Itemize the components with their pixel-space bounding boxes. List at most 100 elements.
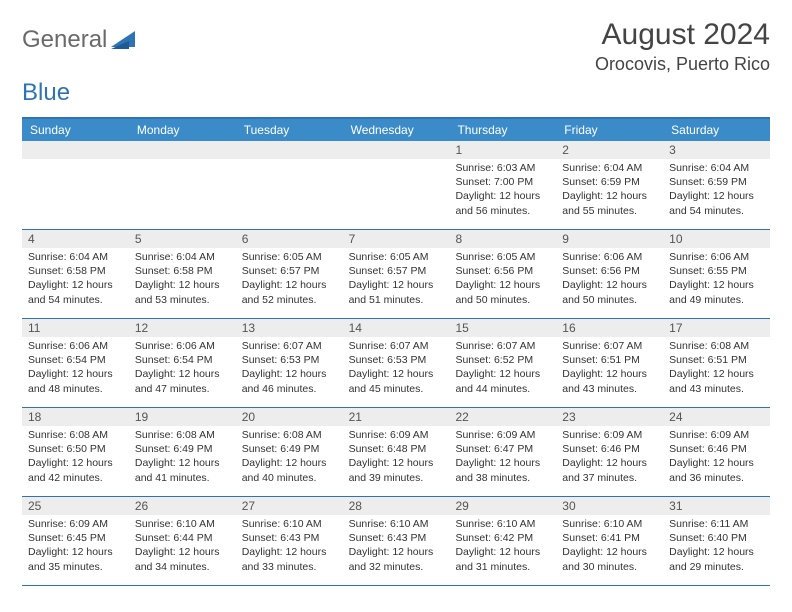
day-number: 30 — [556, 497, 663, 515]
daylight-text: Daylight: 12 hours and 50 minutes. — [455, 278, 550, 306]
day-number: 25 — [22, 497, 129, 515]
daylight-text: Daylight: 12 hours and 32 minutes. — [349, 545, 444, 573]
sunset-text: Sunset: 6:56 PM — [562, 264, 657, 278]
sunset-text: Sunset: 6:57 PM — [242, 264, 337, 278]
sunrise-text: Sunrise: 6:09 AM — [349, 428, 444, 442]
daylight-text: Daylight: 12 hours and 29 minutes. — [669, 545, 764, 573]
day-cell — [129, 141, 236, 229]
day-content: Sunrise: 6:06 AMSunset: 6:54 PMDaylight:… — [129, 337, 236, 407]
sunset-text: Sunset: 6:57 PM — [349, 264, 444, 278]
sunset-text: Sunset: 6:49 PM — [135, 442, 230, 456]
sunset-text: Sunset: 6:53 PM — [349, 353, 444, 367]
day-content: Sunrise: 6:09 AMSunset: 6:45 PMDaylight:… — [22, 515, 129, 585]
day-number: 23 — [556, 408, 663, 426]
logo-text-blue: Blue — [22, 79, 70, 107]
day-cell — [22, 141, 129, 229]
sunset-text: Sunset: 6:58 PM — [28, 264, 123, 278]
day-content: Sunrise: 6:10 AMSunset: 6:41 PMDaylight:… — [556, 515, 663, 585]
day-number: 3 — [663, 141, 770, 159]
day-content: Sunrise: 6:07 AMSunset: 6:53 PMDaylight:… — [236, 337, 343, 407]
day-content: Sunrise: 6:05 AMSunset: 6:57 PMDaylight:… — [343, 248, 450, 318]
sunset-text: Sunset: 6:54 PM — [135, 353, 230, 367]
day-number: 1 — [449, 141, 556, 159]
logo-second-line: Blue — [22, 79, 770, 107]
day-content: Sunrise: 6:06 AMSunset: 6:56 PMDaylight:… — [556, 248, 663, 318]
day-header-tue: Tuesday — [236, 119, 343, 141]
sunset-text: Sunset: 6:54 PM — [28, 353, 123, 367]
day-header-sun: Sunday — [22, 119, 129, 141]
day-content: Sunrise: 6:04 AMSunset: 6:59 PMDaylight:… — [556, 159, 663, 229]
day-content: Sunrise: 6:06 AMSunset: 6:54 PMDaylight:… — [22, 337, 129, 407]
sunset-text: Sunset: 6:58 PM — [135, 264, 230, 278]
brand-logo: General — [22, 26, 139, 54]
daylight-text: Daylight: 12 hours and 44 minutes. — [455, 367, 550, 395]
day-cell: 16Sunrise: 6:07 AMSunset: 6:51 PMDayligh… — [556, 319, 663, 407]
daylight-text: Daylight: 12 hours and 53 minutes. — [135, 278, 230, 306]
day-cell: 17Sunrise: 6:08 AMSunset: 6:51 PMDayligh… — [663, 319, 770, 407]
daylight-text: Daylight: 12 hours and 34 minutes. — [135, 545, 230, 573]
sunrise-text: Sunrise: 6:09 AM — [455, 428, 550, 442]
sunset-text: Sunset: 6:44 PM — [135, 531, 230, 545]
day-header-mon: Monday — [129, 119, 236, 141]
day-content: Sunrise: 6:10 AMSunset: 6:43 PMDaylight:… — [236, 515, 343, 585]
sunrise-text: Sunrise: 6:09 AM — [28, 517, 123, 531]
sunset-text: Sunset: 6:48 PM — [349, 442, 444, 456]
sunrise-text: Sunrise: 6:04 AM — [562, 161, 657, 175]
day-number: 22 — [449, 408, 556, 426]
day-content: Sunrise: 6:07 AMSunset: 6:51 PMDaylight:… — [556, 337, 663, 407]
page-header: General August 2024 Orocovis, Puerto Ric… — [22, 18, 770, 75]
sunrise-text: Sunrise: 6:07 AM — [562, 339, 657, 353]
day-number — [236, 141, 343, 159]
day-content: Sunrise: 6:08 AMSunset: 6:51 PMDaylight:… — [663, 337, 770, 407]
day-content: Sunrise: 6:10 AMSunset: 6:44 PMDaylight:… — [129, 515, 236, 585]
day-cell: 24Sunrise: 6:09 AMSunset: 6:46 PMDayligh… — [663, 408, 770, 496]
day-number: 17 — [663, 319, 770, 337]
sunrise-text: Sunrise: 6:08 AM — [135, 428, 230, 442]
sunrise-text: Sunrise: 6:03 AM — [455, 161, 550, 175]
day-content: Sunrise: 6:07 AMSunset: 6:53 PMDaylight:… — [343, 337, 450, 407]
day-cell: 4 Sunrise: 6:04 AMSunset: 6:58 PMDaylight… — [22, 230, 129, 318]
title-block: August 2024 Orocovis, Puerto Rico — [595, 18, 770, 75]
day-content: Sunrise: 6:06 AMSunset: 6:55 PMDaylight:… — [663, 248, 770, 318]
day-cell: 18Sunrise: 6:08 AMSunset: 6:50 PMDayligh… — [22, 408, 129, 496]
day-content — [343, 159, 450, 229]
sunset-text: Sunset: 6:52 PM — [455, 353, 550, 367]
day-header-wed: Wednesday — [343, 119, 450, 141]
daylight-text: Daylight: 12 hours and 48 minutes. — [28, 367, 123, 395]
day-number: 28 — [343, 497, 450, 515]
day-content: Sunrise: 6:10 AMSunset: 6:43 PMDaylight:… — [343, 515, 450, 585]
day-cell: 22Sunrise: 6:09 AMSunset: 6:47 PMDayligh… — [449, 408, 556, 496]
sunrise-text: Sunrise: 6:10 AM — [455, 517, 550, 531]
day-content: Sunrise: 6:04 AMSunset: 6:58 PMDaylight:… — [129, 248, 236, 318]
day-number: 20 — [236, 408, 343, 426]
day-headers-row: Sunday Monday Tuesday Wednesday Thursday… — [22, 119, 770, 141]
daylight-text: Daylight: 12 hours and 36 minutes. — [669, 456, 764, 484]
sunset-text: Sunset: 6:46 PM — [562, 442, 657, 456]
daylight-text: Daylight: 12 hours and 39 minutes. — [349, 456, 444, 484]
daylight-text: Daylight: 12 hours and 37 minutes. — [562, 456, 657, 484]
sunset-text: Sunset: 6:41 PM — [562, 531, 657, 545]
day-number: 16 — [556, 319, 663, 337]
daylight-text: Daylight: 12 hours and 47 minutes. — [135, 367, 230, 395]
day-content: Sunrise: 6:05 AMSunset: 6:57 PMDaylight:… — [236, 248, 343, 318]
sunset-text: Sunset: 6:55 PM — [669, 264, 764, 278]
daylight-text: Daylight: 12 hours and 54 minutes. — [28, 278, 123, 306]
week-row: 4Sunrise: 6:04 AMSunset: 6:58 PMDaylight… — [22, 230, 770, 319]
daylight-text: Daylight: 12 hours and 43 minutes. — [562, 367, 657, 395]
day-number: 4 — [22, 230, 129, 248]
sunrise-text: Sunrise: 6:04 AM — [28, 250, 123, 264]
day-number: 6 — [236, 230, 343, 248]
day-content: Sunrise: 6:08 AMSunset: 6:50 PMDaylight:… — [22, 426, 129, 496]
sunset-text: Sunset: 6:47 PM — [455, 442, 550, 456]
sunset-text: Sunset: 6:40 PM — [669, 531, 764, 545]
day-number: 14 — [343, 319, 450, 337]
sunset-text: Sunset: 6:43 PM — [349, 531, 444, 545]
sunset-text: Sunset: 6:46 PM — [669, 442, 764, 456]
day-content: Sunrise: 6:04 AMSunset: 6:59 PMDaylight:… — [663, 159, 770, 229]
daylight-text: Daylight: 12 hours and 43 minutes. — [669, 367, 764, 395]
sunrise-text: Sunrise: 6:05 AM — [455, 250, 550, 264]
sunrise-text: Sunrise: 6:11 AM — [669, 517, 764, 531]
day-number: 2 — [556, 141, 663, 159]
daylight-text: Daylight: 12 hours and 35 minutes. — [28, 545, 123, 573]
day-cell: 8Sunrise: 6:05 AMSunset: 6:56 PMDaylight… — [449, 230, 556, 318]
